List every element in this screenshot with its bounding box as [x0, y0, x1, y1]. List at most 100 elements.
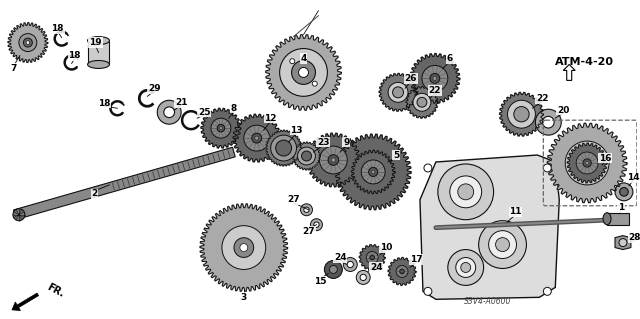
Circle shape: [19, 33, 37, 52]
Polygon shape: [233, 114, 280, 162]
Polygon shape: [266, 130, 301, 166]
Circle shape: [304, 207, 309, 212]
Circle shape: [586, 161, 589, 165]
Text: 25: 25: [198, 108, 211, 117]
Text: 4: 4: [300, 54, 307, 63]
Circle shape: [319, 146, 348, 174]
Circle shape: [583, 159, 591, 167]
Ellipse shape: [88, 37, 109, 45]
Polygon shape: [547, 123, 627, 203]
Circle shape: [577, 153, 597, 173]
Circle shape: [488, 231, 516, 258]
Circle shape: [543, 164, 551, 172]
Polygon shape: [500, 93, 543, 136]
Text: 5: 5: [393, 151, 399, 160]
Circle shape: [392, 87, 404, 98]
Circle shape: [417, 97, 427, 107]
Circle shape: [430, 73, 440, 83]
Text: 21: 21: [175, 98, 188, 107]
Circle shape: [401, 271, 403, 272]
Circle shape: [458, 184, 474, 200]
Text: 18: 18: [51, 24, 64, 33]
Circle shape: [360, 274, 366, 280]
Circle shape: [240, 244, 248, 251]
Circle shape: [461, 263, 470, 272]
Polygon shape: [266, 35, 341, 110]
Polygon shape: [200, 204, 287, 291]
Text: 24: 24: [334, 253, 347, 262]
Text: 19: 19: [89, 38, 102, 47]
Circle shape: [222, 226, 266, 270]
Circle shape: [422, 65, 448, 91]
Circle shape: [536, 109, 561, 135]
Polygon shape: [335, 134, 411, 210]
Circle shape: [280, 48, 328, 96]
Circle shape: [255, 136, 259, 140]
Polygon shape: [201, 108, 241, 148]
Circle shape: [164, 107, 175, 118]
Circle shape: [343, 257, 357, 271]
Circle shape: [508, 100, 536, 128]
Circle shape: [456, 257, 476, 278]
Text: 15: 15: [314, 277, 326, 286]
Text: 16: 16: [599, 153, 611, 162]
Polygon shape: [379, 73, 417, 111]
Text: 10: 10: [380, 243, 392, 252]
Text: 22: 22: [536, 94, 548, 103]
Text: 28: 28: [628, 233, 640, 242]
Polygon shape: [8, 23, 48, 63]
Polygon shape: [420, 155, 559, 299]
Circle shape: [353, 152, 393, 192]
Circle shape: [543, 116, 554, 128]
Text: 22: 22: [429, 86, 441, 95]
Circle shape: [347, 261, 353, 268]
Text: ATM-4-20: ATM-4-20: [556, 57, 614, 68]
Circle shape: [26, 41, 29, 44]
Text: 17: 17: [410, 255, 422, 264]
Circle shape: [292, 61, 316, 84]
Polygon shape: [13, 147, 236, 219]
Circle shape: [388, 82, 408, 102]
Text: 26: 26: [404, 74, 417, 83]
Text: 1: 1: [618, 203, 624, 212]
Bar: [607, 213, 629, 225]
Circle shape: [370, 169, 376, 175]
Text: 6: 6: [447, 54, 453, 63]
Circle shape: [310, 219, 323, 231]
Circle shape: [438, 164, 493, 220]
Text: 8: 8: [231, 104, 237, 113]
Text: FR.: FR.: [45, 282, 65, 299]
Circle shape: [424, 287, 432, 295]
Text: 7: 7: [11, 64, 17, 73]
Circle shape: [13, 209, 25, 221]
Circle shape: [479, 221, 527, 269]
Circle shape: [314, 222, 319, 227]
Text: 18: 18: [68, 51, 81, 60]
Circle shape: [576, 152, 598, 174]
Circle shape: [448, 249, 484, 286]
Text: 9: 9: [343, 137, 349, 147]
Circle shape: [583, 159, 591, 167]
Polygon shape: [388, 257, 416, 286]
Polygon shape: [351, 150, 395, 194]
Circle shape: [371, 256, 373, 258]
Circle shape: [615, 183, 633, 201]
Text: 24: 24: [370, 263, 383, 272]
Circle shape: [290, 59, 295, 64]
Circle shape: [370, 255, 374, 260]
Circle shape: [157, 100, 181, 124]
Circle shape: [301, 204, 312, 216]
Circle shape: [371, 170, 375, 174]
Circle shape: [220, 127, 223, 130]
FancyArrow shape: [12, 293, 38, 311]
Circle shape: [330, 265, 337, 273]
Text: 11: 11: [509, 207, 522, 216]
Circle shape: [252, 133, 262, 143]
Circle shape: [495, 238, 509, 252]
Polygon shape: [359, 245, 385, 271]
Text: 14: 14: [627, 174, 639, 182]
Circle shape: [514, 107, 529, 122]
Circle shape: [424, 164, 432, 172]
Circle shape: [369, 167, 378, 176]
Circle shape: [211, 118, 231, 138]
